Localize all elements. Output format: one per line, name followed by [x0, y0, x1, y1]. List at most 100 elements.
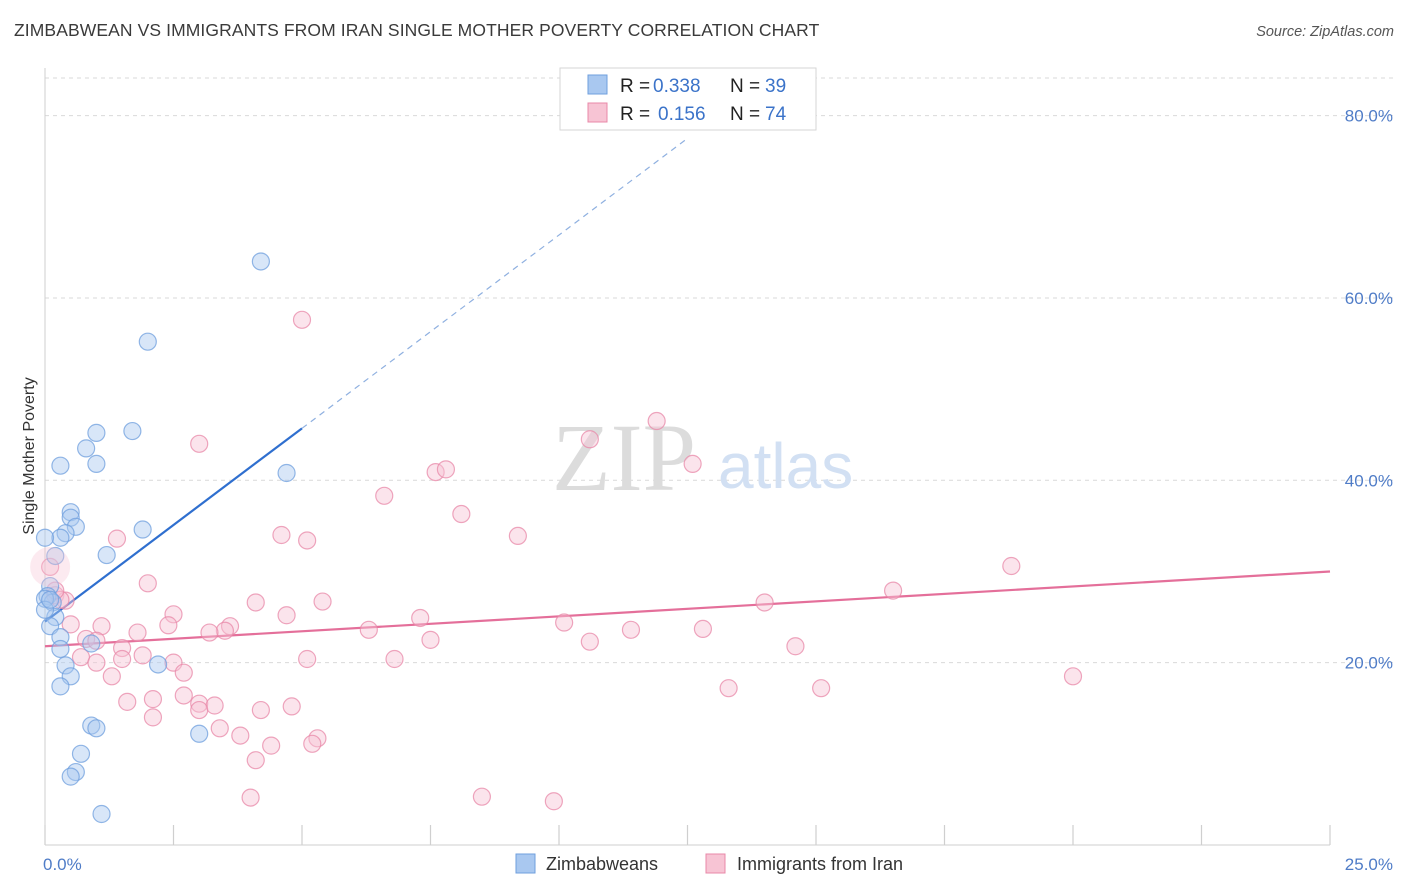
point-zimbabweans-21	[46, 607, 65, 627]
point-iran-63	[210, 719, 229, 738]
legend-n-label-0: N =	[730, 76, 760, 97]
point-iran-71	[544, 792, 563, 811]
point-iran-cluster	[30, 546, 71, 587]
x-tick-label-min: 0.0%	[43, 855, 82, 874]
x-tick-labels: 0.0% 25.0%	[43, 855, 1393, 874]
point-iran-0	[41, 557, 60, 577]
watermark: ZIP atlas	[552, 404, 853, 511]
chart-title: ZIMBABWEAN VS IMMIGRANTS FROM IRAN SINGL…	[14, 20, 820, 40]
point-iran-14	[1002, 556, 1021, 576]
x-tick-label-max: 25.0%	[1345, 855, 1393, 874]
point-iran-3	[190, 434, 209, 453]
point-iran-58	[205, 696, 224, 715]
point-zimbabweans-31	[87, 719, 106, 738]
point-iran-2	[647, 411, 666, 431]
point-iran-42	[133, 646, 152, 665]
watermark-zip: ZIP	[552, 404, 696, 511]
point-iran-16	[138, 574, 157, 593]
point-zimbabweans-27	[148, 655, 168, 674]
legend-r-label-1: R =	[620, 104, 650, 125]
point-iran-35	[693, 619, 713, 639]
point-iran-8	[375, 486, 394, 505]
point-iran-34	[621, 620, 641, 639]
point-iran-59	[282, 697, 301, 716]
point-zimbabweans-36	[92, 804, 111, 824]
series-legend-swatch-iran	[705, 853, 726, 874]
point-iran-30	[359, 620, 378, 639]
point-iran-60	[190, 700, 209, 720]
point-zimbabweans-11	[133, 520, 152, 539]
point-iran-6	[436, 460, 456, 479]
point-iran-20	[755, 593, 774, 612]
point-iran-54	[143, 690, 163, 709]
point-iran-33	[128, 623, 147, 642]
point-zimbabweans-6	[87, 454, 106, 473]
point-zimbabweans-10	[66, 517, 85, 536]
y-tick-label-3: 80.0%	[1345, 107, 1393, 126]
y-tick-label-1: 40.0%	[1345, 471, 1393, 490]
point-iran-65	[308, 729, 327, 748]
series-legend: Zimbabweans Immigrants from Iran	[515, 853, 903, 874]
point-iran-5	[426, 462, 445, 482]
data-points	[30, 252, 1083, 824]
point-zimbabweans-3	[87, 423, 106, 442]
legend-r-value-1: 0.156	[658, 104, 706, 125]
point-iran-22	[164, 605, 183, 624]
point-iran-25	[61, 615, 80, 634]
y-tick-label-2: 60.0%	[1345, 289, 1393, 308]
point-iran-24	[411, 608, 430, 628]
point-iran-12	[298, 531, 317, 550]
point-iran-10	[107, 529, 127, 548]
point-zimbabweans-2	[123, 421, 142, 441]
point-zimbabweans-13	[51, 528, 70, 547]
point-zimbabweans-29	[51, 677, 70, 696]
point-iran-9	[452, 504, 471, 524]
point-zimbabweans-24	[82, 634, 101, 653]
point-iran-4	[580, 430, 599, 449]
point-zimbabweans-38	[41, 590, 60, 609]
legend-n-label-1: N =	[730, 104, 760, 125]
point-iran-62	[143, 708, 163, 727]
point-iran-37	[87, 631, 106, 650]
legend-swatch-zimbabweans	[587, 74, 608, 95]
point-zimbabweans-5	[51, 456, 70, 475]
point-zimbabweans-30	[82, 716, 101, 735]
y-axis-label: Single Mother Poverty	[21, 377, 38, 534]
point-zimbabweans-37	[35, 600, 55, 619]
point-iran-52	[719, 679, 738, 698]
axes	[44, 68, 1331, 846]
trend-line-zimbabweans	[44, 427, 303, 623]
point-iran-44	[298, 649, 317, 669]
series-legend-label-zimbabweans: Zimbabweans	[546, 854, 658, 874]
point-iran-49	[102, 667, 121, 686]
point-iran-50	[174, 663, 193, 682]
trend-lines	[44, 137, 1331, 648]
point-iran-21	[883, 581, 903, 600]
point-zimbabweans-15	[46, 546, 65, 566]
legend-n-value-1: 74	[765, 104, 787, 125]
point-iran-1	[292, 310, 312, 329]
point-iran-64	[231, 726, 250, 745]
point-iran-38	[421, 630, 440, 649]
y-tick-labels: 20.0% 40.0% 60.0% 80.0%	[1345, 107, 1393, 673]
y-tick-label-0: 20.0%	[1345, 654, 1393, 673]
point-iran-39	[580, 632, 599, 651]
trend-line-iran	[44, 570, 1331, 648]
point-iran-11	[272, 525, 291, 545]
source-label: Source: ZipAtlas.com	[1256, 24, 1394, 40]
point-zimbabweans-35	[61, 767, 80, 786]
point-iran-48	[87, 653, 106, 672]
legend-n-value-0: 39	[765, 76, 786, 97]
point-iran-61	[251, 700, 270, 720]
point-zimbabweans-16	[97, 545, 116, 565]
point-iran-23	[277, 606, 296, 625]
point-zimbabweans-14	[35, 528, 55, 547]
series-legend-swatch-zimbabweans	[515, 853, 536, 874]
legend-r-label-0: R =	[620, 76, 650, 97]
point-iran-67	[262, 736, 281, 755]
point-iran-66	[303, 734, 322, 753]
point-iran-51	[1063, 667, 1083, 686]
trend-line-zimbabweans-extension	[301, 137, 688, 429]
series-legend-label-iran: Immigrants from Iran	[737, 854, 903, 874]
